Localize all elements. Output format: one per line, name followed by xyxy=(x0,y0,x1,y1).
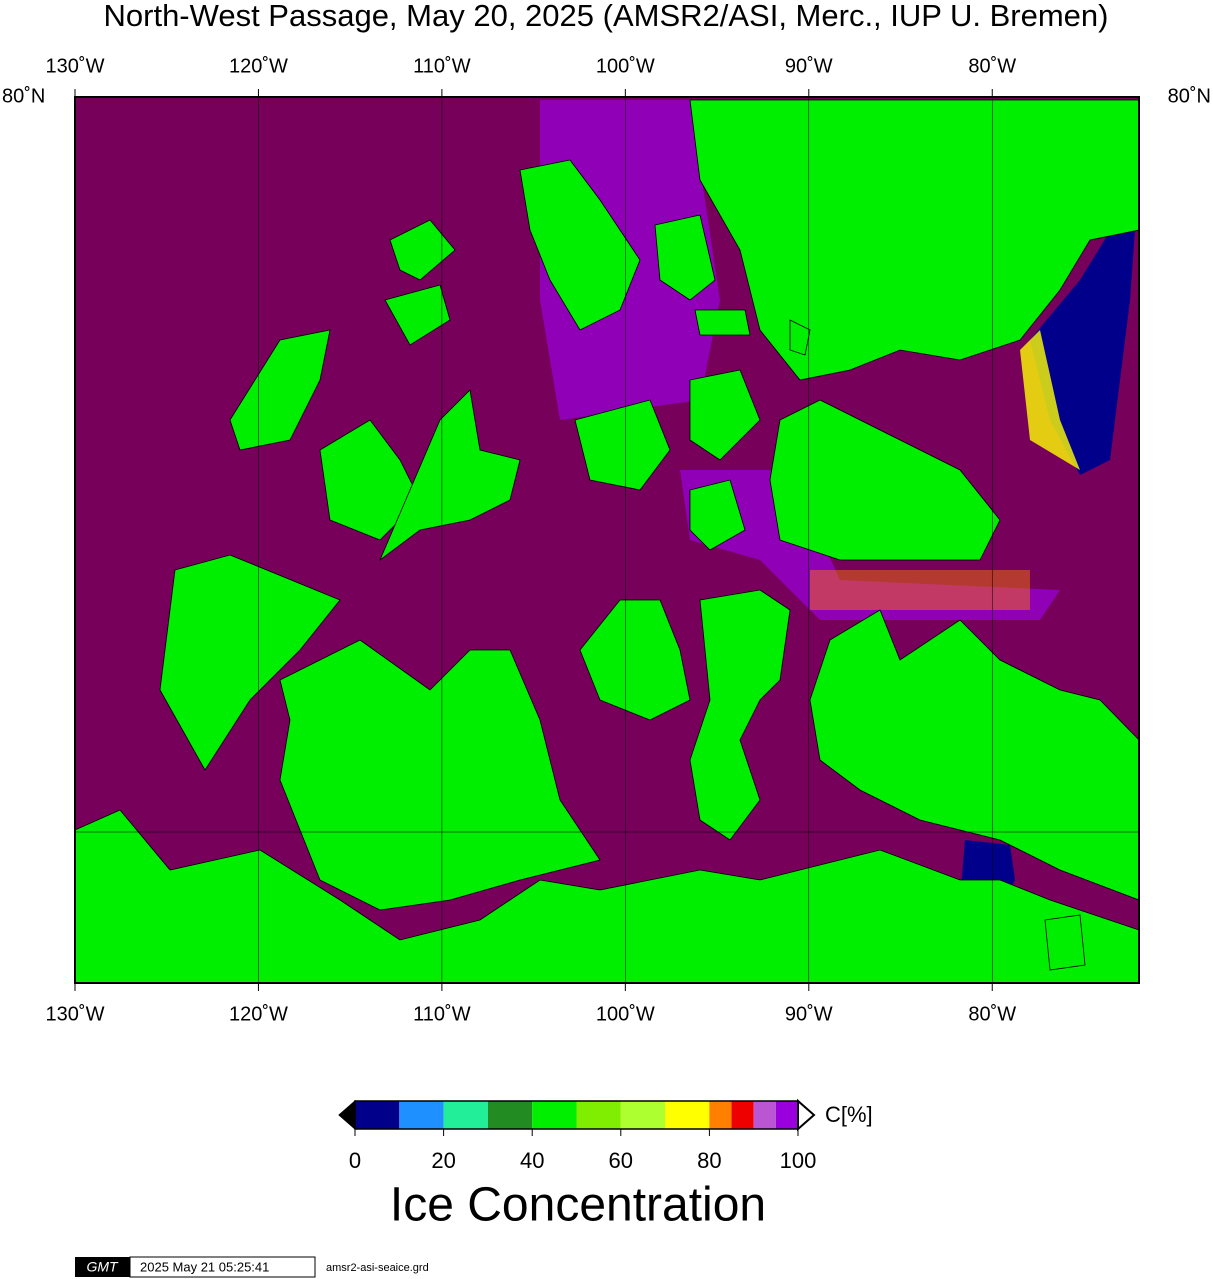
colorbar-tick-label: 0 xyxy=(349,1148,361,1173)
colorbar-title: Ice Concentration xyxy=(390,1179,766,1232)
colorbar-tick-label: 20 xyxy=(431,1148,455,1173)
land xyxy=(694,309,751,336)
land xyxy=(384,284,451,346)
lon-label: 90˚W xyxy=(785,1003,833,1025)
color-segment xyxy=(355,1101,400,1129)
land xyxy=(689,99,1140,381)
land xyxy=(159,554,341,771)
lon-label: 110˚W xyxy=(413,1003,471,1025)
lon-label: 130˚W xyxy=(46,55,105,77)
lon-label: 120˚W xyxy=(229,55,288,77)
over-triangle xyxy=(797,1098,816,1132)
land xyxy=(1044,914,1086,971)
lon-label: 110˚W xyxy=(413,55,471,77)
color-segment xyxy=(399,1101,444,1129)
color-segment xyxy=(532,1101,577,1129)
lat-label: 80˚N xyxy=(1168,85,1211,107)
frame xyxy=(74,96,1140,984)
land xyxy=(689,369,761,461)
land xyxy=(279,639,601,911)
lon-label: 80˚W xyxy=(968,1003,1016,1025)
lon-label: 130˚W xyxy=(46,1003,105,1025)
map-title: North-West Passage, May 20, 2025 (AMSR2/… xyxy=(104,0,1109,33)
color-segment xyxy=(576,1101,621,1129)
map-frame xyxy=(74,96,1140,984)
land xyxy=(574,399,671,491)
lon-label: 90˚W xyxy=(785,55,833,77)
color-segment xyxy=(775,1101,798,1129)
marginal-ice xyxy=(810,570,1030,610)
color-segment xyxy=(709,1101,732,1129)
colorbar-tick-label: 60 xyxy=(609,1148,633,1173)
colorbar-tick-label: 100 xyxy=(780,1148,817,1173)
lon-label: 100˚W xyxy=(596,55,655,77)
colorbar: 0 20 40 60 80 100 xyxy=(338,1098,817,1173)
color-segment xyxy=(620,1101,666,1129)
logo-box xyxy=(75,1257,130,1277)
land xyxy=(519,159,641,331)
land xyxy=(229,329,331,451)
footer: GMT 2025 May 21 05:25:41 amsr2-asi-seaic… xyxy=(75,1256,429,1278)
colorbar-frame xyxy=(354,1100,799,1130)
color-segment xyxy=(731,1101,754,1129)
colorbar-tick-label: 40 xyxy=(520,1148,544,1173)
marginal-ice xyxy=(1020,330,1080,470)
color-segment xyxy=(665,1101,710,1129)
land xyxy=(689,589,791,841)
lon-label: 100˚W xyxy=(596,1003,655,1025)
lon-label: 120˚W xyxy=(229,1003,288,1025)
lon-label: 80˚W xyxy=(968,55,1016,77)
colorbar-unit: C[%] xyxy=(825,1102,873,1127)
color-segment xyxy=(487,1101,533,1129)
color-segment xyxy=(753,1101,776,1129)
land xyxy=(379,389,521,562)
land xyxy=(654,214,716,301)
timestamp-box xyxy=(129,1256,316,1278)
color-segment xyxy=(443,1101,488,1129)
colorbar-tick-label: 80 xyxy=(697,1148,721,1173)
land xyxy=(769,399,1001,561)
land xyxy=(689,479,746,551)
under-triangle xyxy=(338,1099,356,1131)
logo: GMT xyxy=(86,1259,119,1275)
timestamp: 2025 May 21 05:25:41 xyxy=(140,1259,269,1274)
file-name: amsr2-asi-seaice.grd xyxy=(326,1262,429,1274)
lat-label: 80˚N xyxy=(2,85,45,107)
land xyxy=(389,219,456,281)
land xyxy=(789,319,811,356)
land xyxy=(579,599,691,721)
